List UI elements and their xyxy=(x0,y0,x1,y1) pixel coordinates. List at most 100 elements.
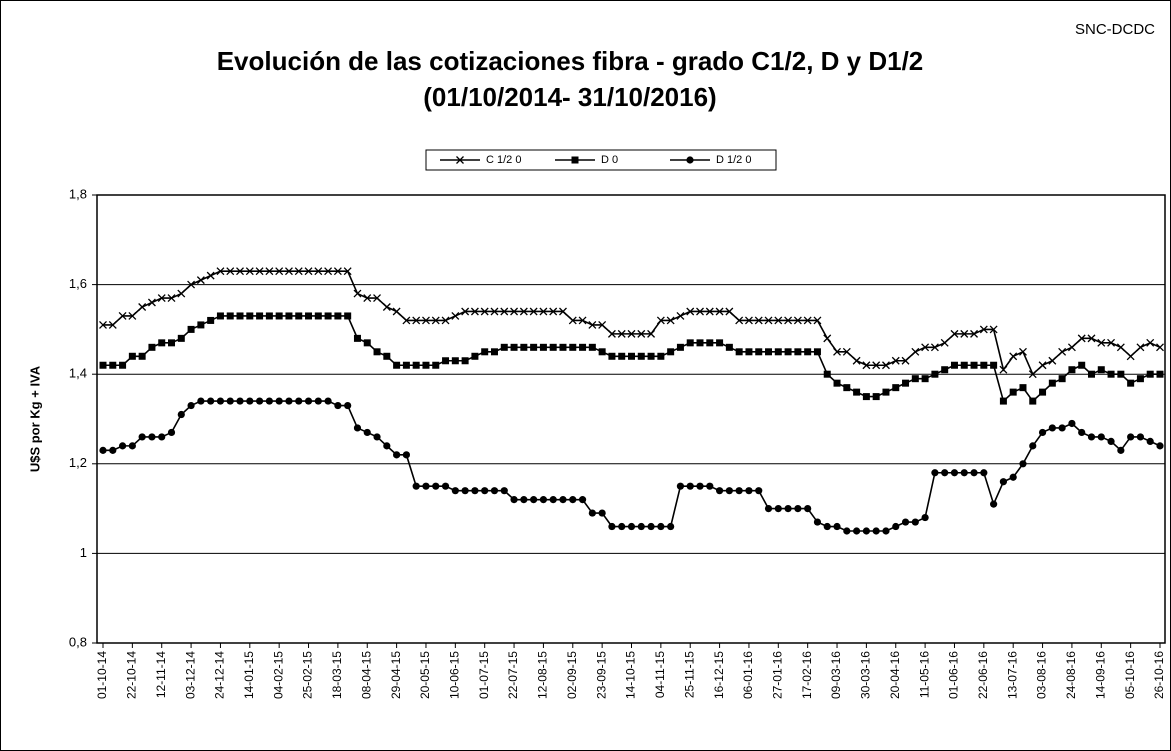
marker-circle xyxy=(1156,442,1164,450)
marker-x xyxy=(989,325,998,334)
marker-x xyxy=(510,307,519,316)
marker-square xyxy=(823,370,831,378)
marker-x xyxy=(588,320,597,329)
marker-square xyxy=(990,361,998,369)
marker-square xyxy=(745,348,753,356)
x-tick-label: 01-07-15 xyxy=(477,651,491,699)
marker-circle xyxy=(187,401,195,410)
marker-x xyxy=(118,312,127,320)
marker-square xyxy=(99,361,107,369)
marker-circle xyxy=(921,513,929,522)
marker-square xyxy=(960,361,968,369)
marker-square xyxy=(539,343,547,351)
marker-square xyxy=(510,343,518,351)
x-tick-label: 13-07-16 xyxy=(1005,651,1019,699)
marker-circle xyxy=(402,451,410,459)
marker-square xyxy=(119,361,127,369)
marker-x xyxy=(715,307,724,316)
marker-square xyxy=(813,348,821,356)
marker-circle xyxy=(578,496,587,504)
marker-circle xyxy=(451,487,459,495)
marker-square xyxy=(608,352,616,360)
x-tick-label: 17-02-16 xyxy=(800,651,814,699)
marker-circle xyxy=(353,424,362,432)
marker-circle xyxy=(500,487,508,495)
x-tick-label: 22-06-16 xyxy=(976,651,990,699)
marker-circle xyxy=(510,496,518,504)
marker-square xyxy=(1078,361,1086,369)
marker-circle xyxy=(1048,424,1056,432)
marker-circle xyxy=(177,410,185,419)
marker-x xyxy=(1126,352,1135,361)
marker-circle xyxy=(862,527,870,535)
marker-x xyxy=(1009,352,1018,361)
x-tick-label: 30-03-16 xyxy=(859,651,873,699)
marker-square xyxy=(686,339,694,347)
x-tick-label: 25-11-15 xyxy=(682,651,696,698)
marker-circle xyxy=(833,522,841,531)
marker-square xyxy=(138,352,146,360)
marker-square xyxy=(158,339,166,347)
x-tick-label: 11-05-16 xyxy=(917,651,931,698)
x-tick-label: 04-11-15 xyxy=(653,651,667,698)
marker-square xyxy=(872,393,880,401)
marker-square xyxy=(451,357,459,365)
marker-x xyxy=(725,307,734,316)
marker-x xyxy=(852,356,861,365)
marker-circle xyxy=(892,522,900,531)
marker-circle xyxy=(246,397,254,405)
x-tick-label: 05-10-16 xyxy=(1123,651,1137,699)
marker-square xyxy=(1146,370,1154,378)
marker-x xyxy=(960,329,969,338)
marker-square xyxy=(1068,366,1076,374)
marker-circle xyxy=(99,446,107,454)
marker-x xyxy=(1058,347,1067,356)
x-tick-label: 14-09-16 xyxy=(1093,651,1107,699)
marker-square xyxy=(579,343,587,351)
marker-x xyxy=(705,307,714,316)
marker-square xyxy=(618,352,626,360)
marker-x xyxy=(1067,343,1076,352)
marker-circle xyxy=(1117,446,1125,454)
x-tick-label: 25-02-15 xyxy=(301,651,315,699)
marker-x xyxy=(686,307,695,316)
marker-x xyxy=(1156,343,1164,352)
marker-square xyxy=(931,370,939,378)
marker-x xyxy=(647,329,656,338)
x-tick-label: 16-12-15 xyxy=(712,651,726,699)
marker-x xyxy=(500,307,509,316)
marker-x xyxy=(1097,338,1106,347)
marker-circle xyxy=(745,487,753,495)
marker-square xyxy=(314,312,322,320)
marker-circle xyxy=(755,487,763,495)
marker-circle xyxy=(148,433,156,441)
marker-circle xyxy=(471,487,479,495)
marker-circle xyxy=(618,522,626,531)
marker-circle xyxy=(295,397,303,405)
marker-circle xyxy=(207,397,215,405)
marker-x xyxy=(950,329,959,338)
marker-circle xyxy=(667,522,675,531)
marker-square xyxy=(128,352,136,360)
marker-x xyxy=(343,267,352,276)
marker-square xyxy=(344,312,352,320)
marker-x xyxy=(353,289,362,298)
marker-x xyxy=(764,316,773,325)
marker-square xyxy=(432,361,440,369)
marker-x xyxy=(236,267,244,276)
marker-x xyxy=(456,156,464,164)
x-tick-label: 12-08-15 xyxy=(536,651,550,699)
marker-square xyxy=(442,357,450,365)
marker-x xyxy=(324,267,333,276)
marker-x xyxy=(1136,343,1145,352)
marker-circle xyxy=(236,397,244,405)
x-tick-label: 24-08-16 xyxy=(1064,651,1078,699)
y-tick-label: 1 xyxy=(80,545,87,560)
marker-circle xyxy=(138,433,146,441)
legend-box xyxy=(425,149,777,171)
marker-x xyxy=(108,320,117,329)
marker-square xyxy=(657,352,665,360)
marker-square xyxy=(461,357,469,365)
marker-x xyxy=(921,343,930,352)
y-tick-label: 1,2 xyxy=(69,455,87,470)
